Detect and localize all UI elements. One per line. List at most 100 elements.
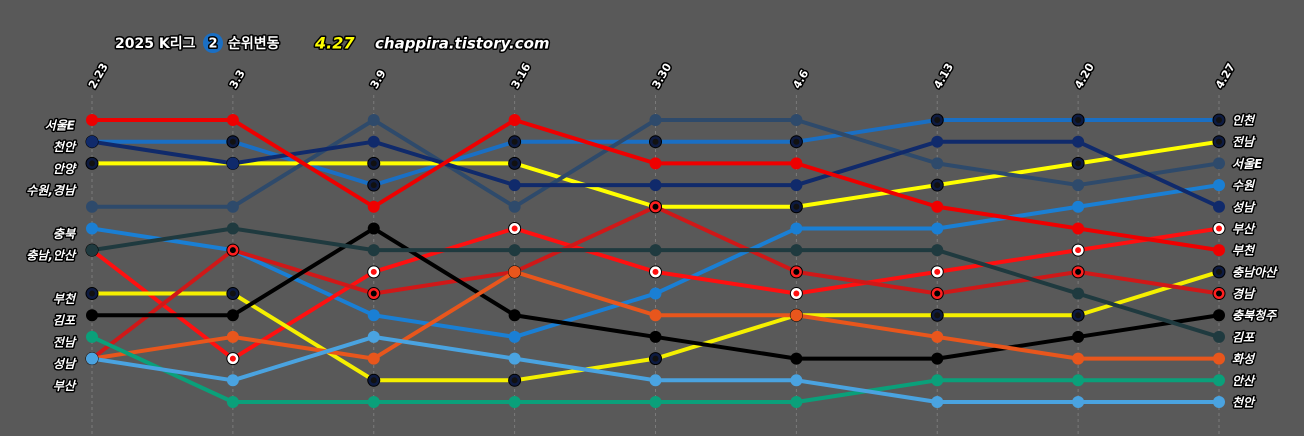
point xyxy=(508,330,521,343)
point-core xyxy=(934,268,941,275)
point xyxy=(649,309,662,322)
point xyxy=(226,114,239,126)
left-label: 서울E xyxy=(45,119,76,133)
point-core xyxy=(1075,247,1082,254)
point xyxy=(931,330,944,343)
series-line xyxy=(91,334,1219,404)
point xyxy=(649,244,662,257)
point xyxy=(649,157,662,170)
point-core xyxy=(370,160,377,167)
point-core xyxy=(1216,290,1222,297)
x-tick-label: 4.13 xyxy=(931,61,956,91)
point xyxy=(1213,352,1225,365)
point xyxy=(931,222,944,235)
point-core xyxy=(1216,225,1222,232)
point xyxy=(649,396,662,408)
point-core xyxy=(1216,268,1222,275)
point xyxy=(1072,200,1085,213)
point xyxy=(1072,374,1085,387)
x-tick-label: 2.23 xyxy=(86,61,111,91)
right-label: 수원 xyxy=(1232,179,1256,193)
left-label: 부산 xyxy=(53,379,77,393)
point xyxy=(790,157,803,170)
point xyxy=(226,200,239,213)
point xyxy=(649,330,662,343)
point-core xyxy=(1075,312,1082,319)
point xyxy=(508,309,521,322)
point xyxy=(1213,179,1225,192)
title-suffix: 순위변동 xyxy=(228,36,280,52)
point xyxy=(226,330,239,343)
point xyxy=(931,374,944,387)
right-label: 충남아산 xyxy=(1232,265,1278,279)
point-core xyxy=(229,247,236,254)
point-core xyxy=(511,160,518,167)
point xyxy=(790,352,803,365)
right-label: 전남 xyxy=(1232,135,1256,149)
point xyxy=(508,114,521,126)
right-label: 경남 xyxy=(1232,287,1256,301)
point xyxy=(226,374,239,387)
point xyxy=(367,309,380,322)
point xyxy=(367,222,380,235)
point-core xyxy=(370,290,377,297)
right-label: 부천 xyxy=(1232,244,1256,258)
right-label: 천안 xyxy=(1232,396,1256,410)
point xyxy=(508,352,521,365)
point xyxy=(1072,396,1085,408)
point xyxy=(1213,374,1225,387)
left-label: 김포 xyxy=(53,314,77,328)
right-label: 인천 xyxy=(1232,114,1256,128)
point xyxy=(86,309,98,322)
title-badge: 2 xyxy=(208,37,217,52)
point-core xyxy=(229,138,236,145)
point xyxy=(1213,330,1225,343)
point-core xyxy=(652,268,659,275)
point xyxy=(367,135,380,148)
point xyxy=(931,244,944,257)
point xyxy=(790,374,803,387)
point-core xyxy=(934,182,941,189)
chart-title: 2025 K리그 xyxy=(115,36,196,52)
point xyxy=(226,222,239,235)
point xyxy=(1213,157,1225,170)
point xyxy=(508,244,521,257)
point-core xyxy=(793,268,800,275)
point xyxy=(508,179,521,192)
x-tick-label: 4.27 xyxy=(1213,61,1238,91)
point xyxy=(649,374,662,387)
point xyxy=(1213,200,1225,213)
point xyxy=(226,157,239,170)
right-label: 충북청주 xyxy=(1232,309,1278,323)
point-core xyxy=(89,290,95,297)
left-label: 안양 xyxy=(53,162,77,176)
point xyxy=(1072,222,1085,235)
point-core xyxy=(1075,117,1082,123)
point xyxy=(649,114,662,126)
point-core xyxy=(793,203,800,210)
point xyxy=(367,330,380,343)
point xyxy=(508,200,521,213)
right-label: 성남 xyxy=(1232,200,1256,214)
point xyxy=(1213,244,1225,257)
point-core xyxy=(229,290,236,297)
point xyxy=(1072,330,1085,343)
x-tick-label: 3.30 xyxy=(649,61,674,91)
right-label: 화성 xyxy=(1232,352,1256,366)
x-tick-label: 3.16 xyxy=(509,61,534,91)
point-core xyxy=(229,355,236,362)
x-tick-label: 3.9 xyxy=(368,68,389,91)
point xyxy=(367,396,380,408)
point xyxy=(508,265,521,278)
point xyxy=(1072,179,1085,192)
point xyxy=(931,135,944,148)
point xyxy=(508,396,521,408)
left-label: 충남,안산 xyxy=(26,249,77,263)
right-label: 안산 xyxy=(1232,374,1256,388)
point xyxy=(931,352,944,365)
point xyxy=(86,114,98,126)
x-tick-label: 4.6 xyxy=(790,67,811,91)
left-label: 부천 xyxy=(53,292,77,306)
point-core xyxy=(370,377,377,384)
title-badge-circle xyxy=(203,33,223,53)
